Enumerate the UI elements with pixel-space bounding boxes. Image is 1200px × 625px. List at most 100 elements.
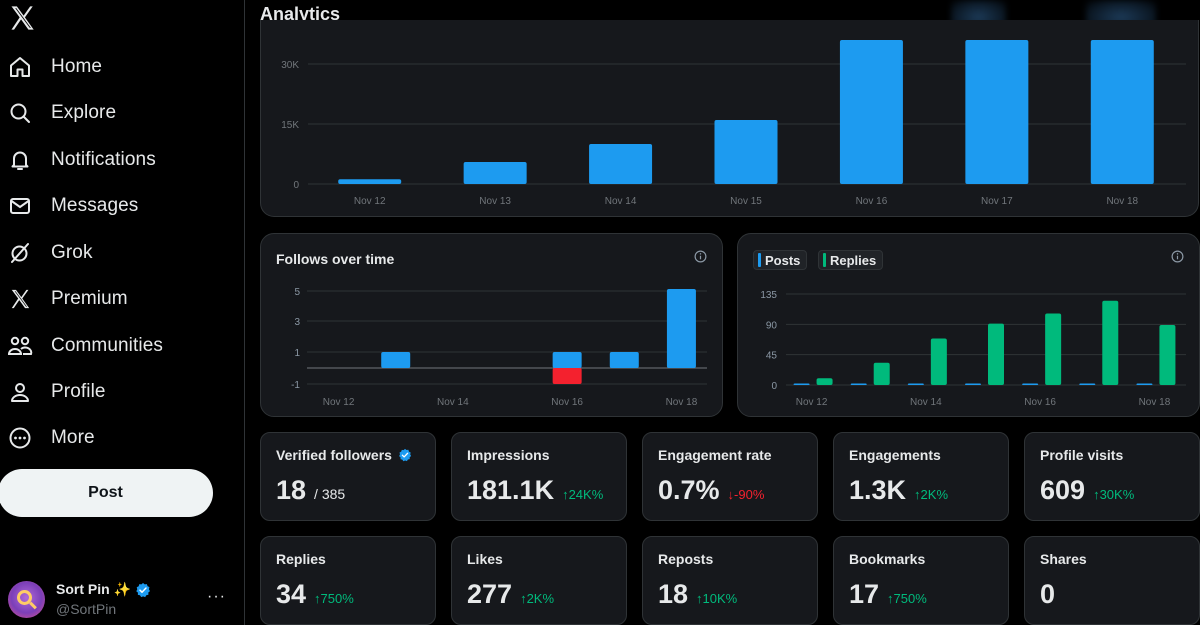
stat-card-verified-followers[interactable]: Verified followers 18 / 385	[260, 432, 436, 521]
posts-bar[interactable]	[965, 383, 981, 386]
stat-label-text: Engagement rate	[658, 447, 772, 463]
envelope-icon	[6, 192, 34, 220]
y-tick-label: 5	[294, 287, 300, 298]
posts-bar[interactable]	[1079, 383, 1096, 386]
x-tick-label: Nov 14	[910, 397, 942, 408]
stat-label-text: Verified followers	[276, 447, 392, 463]
verified-badge-icon	[136, 582, 150, 597]
stat-label: Impressions	[467, 447, 549, 463]
nav-label: Notifications	[51, 149, 156, 170]
stat-delta: ↓-90%	[727, 487, 765, 502]
account-name: Sort Pin ✨	[56, 581, 131, 597]
nav-item-explore[interactable]: Explore	[6, 95, 116, 131]
replies-bar[interactable]	[816, 378, 833, 385]
legend-posts[interactable]: Posts	[753, 250, 808, 270]
x-tick-label: Nov 14	[605, 196, 637, 207]
x-tick-label: Nov 15	[730, 196, 762, 207]
stat-card-profile-visits[interactable]: Profile visits 609 ↑30K%	[1024, 432, 1200, 521]
bar[interactable]	[965, 40, 1029, 184]
follows-chart: -1 1 3 5 Nov 12 Nov 14 Nov 16 Nov 18	[291, 287, 707, 408]
replies-bar[interactable]	[1102, 300, 1119, 385]
y-tick-label: 1	[294, 348, 300, 359]
x-logo-icon[interactable]	[8, 4, 36, 32]
nav-item-home[interactable]: Home	[6, 49, 102, 85]
stat-label: Engagement rate	[658, 447, 772, 463]
y-tick-label: 3	[294, 317, 300, 328]
follows-chart-card: Follows over time -1 1 3 5 Nov 12 Nov 14 Nov 1…	[260, 233, 723, 417]
posts-bar[interactable]	[1022, 383, 1039, 386]
stat-delta: ↑30K%	[1093, 487, 1135, 502]
follow-bar[interactable]	[552, 352, 582, 368]
account-more-icon[interactable]: ···	[207, 588, 226, 605]
nav-item-more[interactable]: More	[6, 420, 95, 456]
stat-value: 277	[467, 579, 513, 609]
stat-label-text: Replies	[276, 551, 326, 567]
bar[interactable]	[338, 179, 402, 184]
posts-bar[interactable]	[907, 383, 924, 386]
legend-label: Replies	[830, 252, 877, 268]
nav-item-premium[interactable]: Premium	[6, 281, 128, 317]
follow-bar[interactable]	[381, 352, 411, 368]
x-tick-label: Nov 16	[1024, 397, 1056, 408]
bar[interactable]	[463, 162, 527, 184]
info-icon[interactable]	[1171, 250, 1184, 263]
stat-value: 0.7%	[658, 475, 720, 505]
stat-value: 18	[658, 579, 689, 609]
stat-card-reposts[interactable]: Reposts 18 ↑10K%	[642, 536, 818, 625]
posts-bar[interactable]	[793, 383, 810, 386]
follow-bar[interactable]	[609, 352, 639, 368]
x-tick-label: Nov 17	[981, 196, 1013, 207]
stat-card-engagements[interactable]: Engagements 1.3K ↑2K%	[833, 432, 1009, 521]
stat-total: / 385	[314, 486, 346, 502]
y-tick-label: 0	[293, 180, 299, 191]
x-tick-label: Nov 18	[666, 397, 698, 408]
stat-card-bookmarks[interactable]: Bookmarks 17 ↑750%	[833, 536, 1009, 625]
bar[interactable]	[839, 40, 903, 184]
nav-label: Messages	[51, 195, 139, 216]
account-switcher[interactable]: Sort Pin ✨ @SortPin ···	[8, 578, 238, 620]
stat-delta: ↑10K%	[696, 591, 738, 606]
nav-item-profile[interactable]: Profile	[6, 374, 106, 410]
x-tick-label: Nov 12	[796, 397, 828, 408]
nav-item-notifications[interactable]: Notifications	[6, 142, 156, 178]
nav-item-grok[interactable]: Grok	[6, 235, 93, 271]
account-handle: @SortPin	[56, 601, 117, 617]
stat-card-replies[interactable]: Replies 34 ↑750%	[260, 536, 436, 625]
nav-label: Home	[51, 56, 103, 77]
y-tick-label: -1	[291, 380, 300, 391]
y-tick-label: 135	[760, 290, 777, 301]
stat-delta: ↑750%	[314, 591, 354, 606]
nav-item-communities[interactable]: Communities	[6, 328, 163, 364]
posts-bar[interactable]	[850, 383, 867, 386]
y-tick-label: 45	[766, 351, 778, 362]
x-tick-label: Nov 13	[479, 196, 511, 207]
info-icon[interactable]	[694, 250, 707, 263]
post-button[interactable]: Post	[0, 469, 213, 517]
replies-bar[interactable]	[930, 338, 947, 385]
replies-bar[interactable]	[988, 323, 1004, 385]
stat-card-shares[interactable]: Shares 0	[1024, 536, 1200, 625]
bar[interactable]	[714, 120, 778, 184]
stat-card-engagement-rate[interactable]: Engagement rate 0.7% ↓-90%	[642, 432, 818, 521]
replies-bar[interactable]	[1045, 313, 1062, 385]
nav-label: Grok	[51, 242, 93, 263]
legend-replies[interactable]: Replies	[818, 250, 884, 270]
nav-label: Profile	[51, 381, 106, 402]
avatar	[8, 580, 45, 618]
posts-bar[interactable]	[1136, 383, 1153, 386]
x-tick-label: Nov 16	[856, 196, 888, 207]
stat-value: 17	[849, 579, 880, 609]
follow-bar[interactable]	[666, 289, 696, 368]
replies-bar[interactable]	[873, 362, 890, 385]
unfollow-bar[interactable]	[552, 368, 582, 384]
x-tick-label: Nov 12	[323, 397, 355, 408]
nav-item-messages[interactable]: Messages	[6, 188, 138, 224]
bar[interactable]	[589, 144, 653, 184]
stat-value: 0	[1040, 579, 1056, 609]
bell-icon	[6, 146, 34, 174]
bar[interactable]	[1090, 40, 1154, 184]
replies-bar[interactable]	[1159, 325, 1176, 385]
y-tick-label: 30K	[281, 60, 299, 71]
stat-card-likes[interactable]: Likes 277 ↑2K%	[451, 536, 627, 625]
stat-card-impressions[interactable]: Impressions 181.1K ↑24K%	[451, 432, 627, 521]
